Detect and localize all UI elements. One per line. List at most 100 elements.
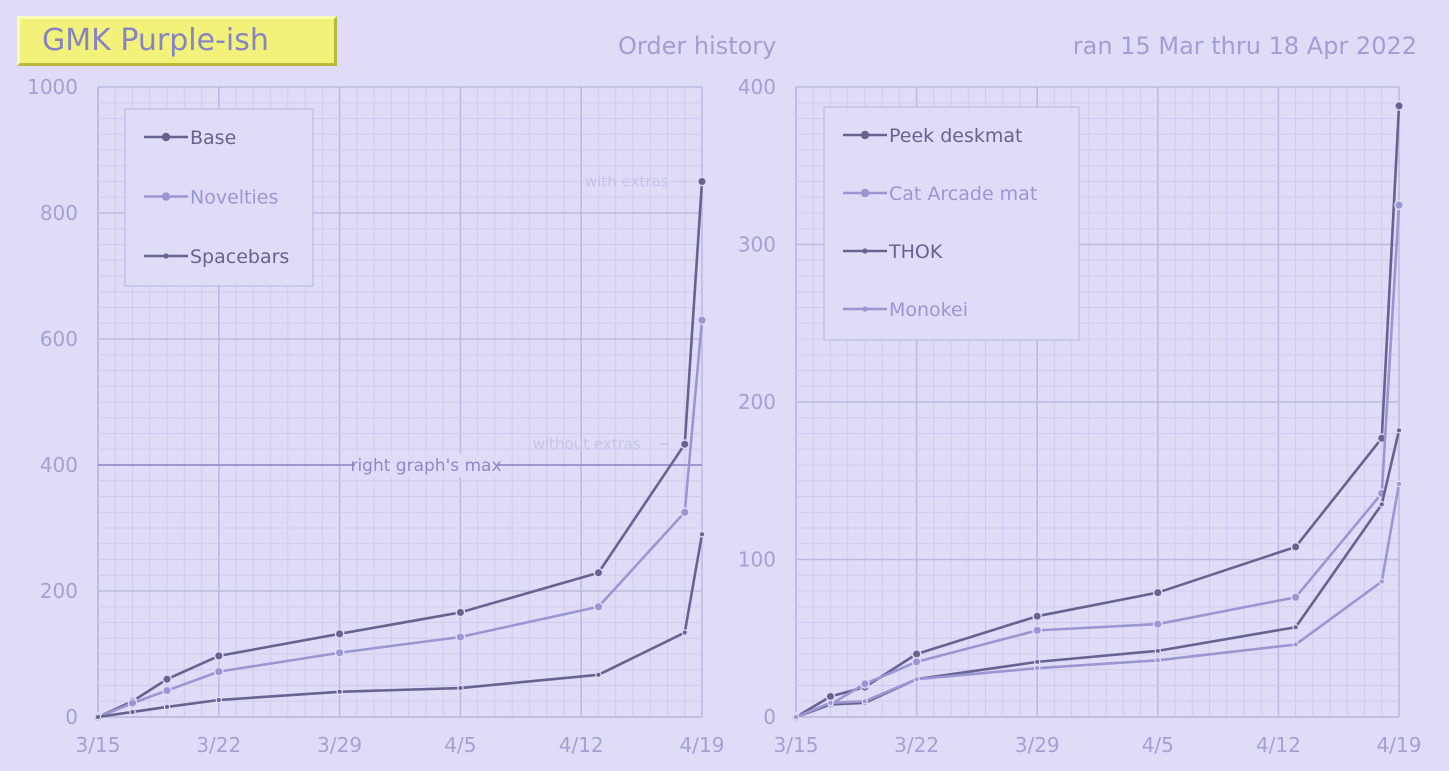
legend-item: Cat Arcade mat (843, 183, 1037, 205)
data-point (129, 708, 136, 716)
x-tick-label: 3/15 (76, 733, 121, 757)
data-point (1033, 658, 1041, 666)
data-point (679, 439, 690, 450)
x-tick-label: 4/5 (1142, 733, 1174, 757)
data-point (1394, 101, 1404, 111)
y-tick-label: 400 (40, 453, 78, 477)
x-tick-label: 4/5 (444, 733, 476, 757)
reference-label-bg (355, 453, 497, 477)
data-point (1154, 657, 1162, 664)
legend-swatch-marker (862, 306, 868, 312)
data-point (1152, 587, 1163, 598)
legend-swatch-marker (860, 130, 870, 140)
y-tick-label: 800 (40, 201, 78, 225)
x-tick-label: 4/12 (559, 733, 604, 757)
chart-1: 0 200 400 600 800 1000 3/15 3/22 3/29 4/5 4/12 4/19… (27, 75, 724, 757)
data-point (455, 607, 466, 618)
legend-swatch-marker (161, 132, 171, 142)
legend-label: THOK (888, 241, 943, 263)
series-novelties (93, 315, 707, 722)
data-point (825, 691, 836, 702)
chart-subtitle: Order history (618, 32, 777, 60)
data-point (827, 699, 834, 707)
data-point (697, 176, 707, 187)
chart-badge-title: GMK Purple-ish (17, 16, 337, 66)
data-point (913, 676, 920, 683)
data-point (911, 649, 922, 659)
series-monokei (792, 480, 1403, 721)
data-point (1032, 611, 1043, 622)
legend-item: THOK (843, 241, 943, 263)
data-point (1033, 664, 1041, 672)
legend-swatch-marker (860, 188, 870, 198)
y-tick-label: 200 (40, 579, 78, 603)
chart-2: 0 100 200 300 400 3/15 3/22 3/29 4/5 4/12 4/19 Peek… (738, 75, 1422, 757)
legend-swatch-marker (163, 253, 169, 259)
data-point (213, 650, 224, 661)
data-point (860, 679, 870, 689)
reference-line-label: right graph's max (350, 456, 501, 476)
data-point (698, 531, 706, 538)
legend-swatch-marker (862, 248, 868, 254)
data-point (1395, 480, 1403, 488)
x-tick-label: 4/19 (680, 733, 725, 757)
series-spacebars (94, 531, 706, 721)
y-tick-label: 400 (738, 75, 776, 99)
legend-item: Spacebars (144, 246, 289, 268)
y-tick-label: 0 (763, 705, 776, 729)
data-point (1378, 578, 1385, 585)
x-tick-label: 3/29 (317, 733, 362, 757)
data-point (1290, 592, 1301, 603)
data-point (1292, 641, 1299, 648)
data-point (127, 698, 138, 709)
data-point (681, 629, 688, 636)
data-point (1394, 200, 1404, 211)
y-tick-label: 1000 (27, 75, 78, 99)
data-point (94, 713, 102, 721)
x-tick-label: 3/15 (774, 733, 819, 757)
data-point (595, 671, 602, 678)
y-tick-label: 100 (738, 548, 776, 572)
annotation-label: without extras (533, 435, 641, 453)
data-point (1292, 624, 1299, 631)
data-point (162, 674, 172, 685)
data-point (1395, 427, 1403, 434)
annotation-label: with extras (585, 173, 669, 191)
data-point (593, 601, 604, 612)
x-tick-label: 3/22 (196, 733, 241, 757)
data-point (1152, 619, 1163, 629)
y-tick-label: 200 (738, 390, 776, 414)
data-point (334, 647, 345, 658)
legend-box (823, 106, 1080, 341)
data-point (213, 666, 224, 677)
legend-label: Novelties (190, 187, 278, 209)
data-point (697, 315, 707, 325)
data-point (1032, 625, 1043, 636)
legend-label: Spacebars (190, 246, 289, 268)
legend-label: Cat Arcade mat (889, 183, 1037, 205)
data-point (215, 696, 222, 704)
data-point (334, 628, 345, 639)
y-tick-label: 0 (65, 705, 78, 729)
data-point (162, 685, 172, 696)
x-tick-label: 4/19 (1377, 733, 1422, 757)
legend-item: Monokei (843, 299, 968, 321)
date-range-caption: ran 15 Mar thru 18 Apr 2022 (1072, 32, 1417, 60)
legend-label: Peek deskmat (889, 125, 1022, 147)
legend-item: Base (144, 127, 236, 149)
data-point (455, 632, 466, 642)
data-point (457, 684, 464, 692)
data-point (336, 688, 343, 696)
data-point (163, 703, 171, 711)
legend-item: Novelties (144, 187, 278, 209)
x-tick-label: 4/12 (1256, 733, 1301, 757)
x-tick-label: 3/22 (894, 733, 939, 757)
data-point (1154, 647, 1162, 655)
data-point (861, 698, 869, 705)
y-tick-label: 300 (738, 233, 776, 257)
data-point (1290, 542, 1301, 552)
data-point (679, 507, 690, 518)
legend-label: Base (190, 127, 236, 149)
x-tick-label: 3/29 (1015, 733, 1060, 757)
